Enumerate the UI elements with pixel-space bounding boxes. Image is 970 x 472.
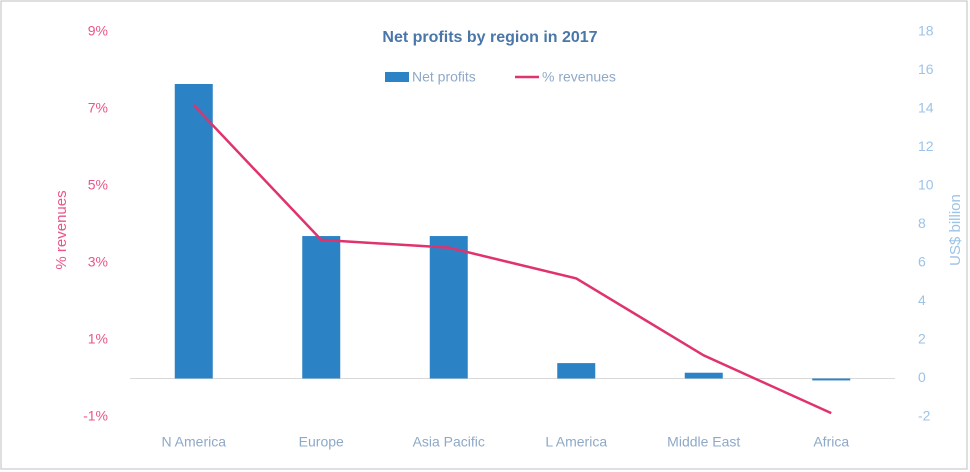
bar [302,236,341,379]
x-tick-label: Africa [813,434,849,450]
bar [684,372,723,379]
y-tick-label: 7% [88,100,108,116]
y-tick-label: 9% [88,23,108,39]
y2-tick-label: 6 [918,254,926,270]
y-axis-label: % revenues [53,190,70,269]
x-tick-label: Middle East [667,434,740,450]
y2-tick-label: 16 [918,61,934,77]
line [192,104,832,415]
legend-label: % revenues [542,69,616,85]
y2-axis-label: US$ billion [947,194,964,266]
x-tick-label: N America [161,434,226,450]
y2-tick-label: 0 [918,369,926,385]
y2-tick-label: -2 [918,408,931,424]
y2-tick-label: 14 [918,100,934,116]
bar [174,83,213,379]
y2-tick-label: 18 [918,23,934,39]
legend-label: Net profits [412,69,476,85]
x-tick-label: Europe [299,434,344,450]
chart-title: Net profits by region in 2017 [382,29,597,46]
y2-tick-label: 4 [918,292,926,308]
y-tick-label: 1% [88,331,108,347]
y-tick-label: 5% [88,177,108,193]
legend-swatch [385,72,409,82]
bar [812,378,851,381]
bar [429,236,468,379]
x-tick-label: L America [545,434,607,450]
y2-tick-label: 10 [918,177,934,193]
x-tick-label: Asia Pacific [413,434,485,450]
y-tick-label: -1% [83,408,108,424]
y2-tick-label: 2 [918,331,926,347]
y2-tick-label: 12 [918,138,934,154]
y2-tick-label: 8 [918,215,926,231]
y-tick-label: 3% [88,254,108,270]
bar [557,363,596,379]
